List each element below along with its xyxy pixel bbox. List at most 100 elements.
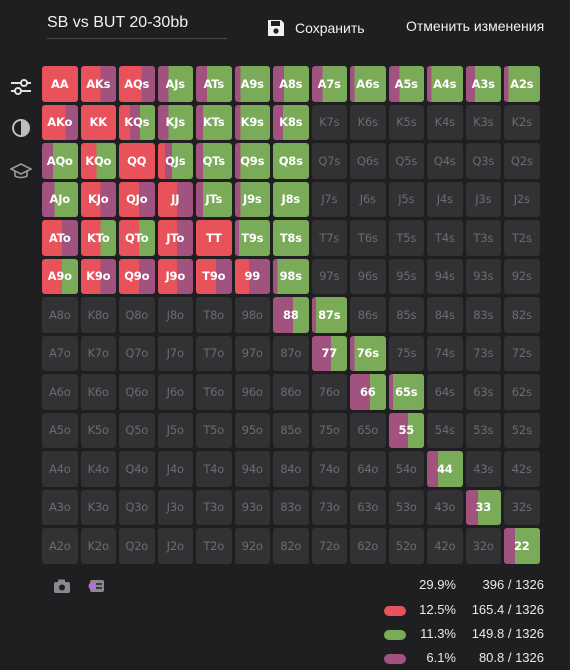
hand-cell-T7s[interactable]: T7s xyxy=(311,220,347,256)
hand-cell-JTs[interactable]: JTs xyxy=(196,181,232,217)
hand-cell-T9s[interactable]: T9s xyxy=(234,220,270,256)
hand-cell-Q3s[interactable]: Q3s xyxy=(465,143,501,179)
hand-cell-A6s[interactable]: A6s xyxy=(350,66,386,102)
hand-cell-T5o[interactable]: T5o xyxy=(196,412,232,448)
hand-cell-Q6o[interactable]: Q6o xyxy=(119,374,155,410)
hand-cell-52s[interactable]: 52s xyxy=(504,412,540,448)
hand-cell-T8o[interactable]: T8o xyxy=(196,297,232,333)
graduation-cap-icon[interactable] xyxy=(9,160,33,182)
contrast-icon[interactable] xyxy=(10,117,32,139)
hand-cell-K6o[interactable]: K6o xyxy=(80,374,116,410)
hand-cell-54o[interactable]: 54o xyxy=(388,451,424,487)
hand-cell-95o[interactable]: 95o xyxy=(234,412,270,448)
hand-cell-K2s[interactable]: K2s xyxy=(504,104,540,140)
hand-cell-QJs[interactable]: QJs xyxy=(157,143,193,179)
hand-cell-J3s[interactable]: J3s xyxy=(465,181,501,217)
hand-cell-42s[interactable]: 42s xyxy=(504,451,540,487)
hand-cell-Q2o[interactable]: Q2o xyxy=(119,528,155,564)
hand-cell-Q4o[interactable]: Q4o xyxy=(119,451,155,487)
hand-cell-53o[interactable]: 53o xyxy=(388,489,424,525)
hand-cell-73s[interactable]: 73s xyxy=(465,335,501,371)
hand-cell-86o[interactable]: 86o xyxy=(273,374,309,410)
hand-cell-62s[interactable]: 62s xyxy=(504,374,540,410)
hand-cell-J8o[interactable]: J8o xyxy=(157,297,193,333)
hand-cell-63s[interactable]: 63s xyxy=(465,374,501,410)
hand-cell-J8s[interactable]: J8s xyxy=(273,181,309,217)
hand-cell-82o[interactable]: 82o xyxy=(273,528,309,564)
hand-cell-KTo[interactable]: KTo xyxy=(80,220,116,256)
hand-cell-AKs[interactable]: AKs xyxy=(80,66,116,102)
hand-cell-AJo[interactable]: AJo xyxy=(42,181,78,217)
hand-cell-A7o[interactable]: A7o xyxy=(42,335,78,371)
hand-cell-32s[interactable]: 32s xyxy=(504,489,540,525)
hand-cell-J2o[interactable]: J2o xyxy=(157,528,193,564)
hand-cell-76o[interactable]: 76o xyxy=(311,374,347,410)
hand-cell-94s[interactable]: 94s xyxy=(427,258,463,294)
hand-cell-32o[interactable]: 32o xyxy=(465,528,501,564)
hand-cell-A5s[interactable]: A5s xyxy=(388,66,424,102)
hand-cell-72s[interactable]: 72s xyxy=(504,335,540,371)
hand-cell-T2o[interactable]: T2o xyxy=(196,528,232,564)
hand-cell-83o[interactable]: 83o xyxy=(273,489,309,525)
hand-cell-K7o[interactable]: K7o xyxy=(80,335,116,371)
hand-cell-A8o[interactable]: A8o xyxy=(42,297,78,333)
hand-cell-Q6s[interactable]: Q6s xyxy=(350,143,386,179)
hand-cell-83s[interactable]: 83s xyxy=(465,297,501,333)
hand-cell-53s[interactable]: 53s xyxy=(465,412,501,448)
hand-cell-K8s[interactable]: K8s xyxy=(273,104,309,140)
hand-cell-94o[interactable]: 94o xyxy=(234,451,270,487)
hand-cell-T2s[interactable]: T2s xyxy=(504,220,540,256)
hand-cell-A9s[interactable]: A9s xyxy=(234,66,270,102)
hand-cell-Q3o[interactable]: Q3o xyxy=(119,489,155,525)
hand-cell-97o[interactable]: 97o xyxy=(234,335,270,371)
hand-cell-95s[interactable]: 95s xyxy=(388,258,424,294)
hand-cell-88[interactable]: 88 xyxy=(273,297,309,333)
hand-cell-92s[interactable]: 92s xyxy=(504,258,540,294)
hand-cell-A5o[interactable]: A5o xyxy=(42,412,78,448)
hand-cell-66[interactable]: 66 xyxy=(350,374,386,410)
hand-cell-43o[interactable]: 43o xyxy=(427,489,463,525)
hand-cell-T4o[interactable]: T4o xyxy=(196,451,232,487)
hand-cell-Q7o[interactable]: Q7o xyxy=(119,335,155,371)
hand-cell-73o[interactable]: 73o xyxy=(311,489,347,525)
hand-cell-K7s[interactable]: K7s xyxy=(311,104,347,140)
hand-cell-Q5s[interactable]: Q5s xyxy=(388,143,424,179)
hand-cell-QJo[interactable]: QJo xyxy=(119,181,155,217)
hand-cell-T3o[interactable]: T3o xyxy=(196,489,232,525)
title-field[interactable]: SB vs BUT 20-30bb xyxy=(47,10,227,39)
hand-cell-75s[interactable]: 75s xyxy=(388,335,424,371)
hand-cell-54s[interactable]: 54s xyxy=(427,412,463,448)
hand-cell-JTo[interactable]: JTo xyxy=(157,220,193,256)
hand-cell-98o[interactable]: 98o xyxy=(234,297,270,333)
hand-cell-92o[interactable]: 92o xyxy=(234,528,270,564)
hand-cell-Q2s[interactable]: Q2s xyxy=(504,143,540,179)
hand-cell-Q8s[interactable]: Q8s xyxy=(273,143,309,179)
hand-cell-44[interactable]: 44 xyxy=(427,451,463,487)
hand-cell-55[interactable]: 55 xyxy=(388,412,424,448)
hand-cell-Q5o[interactable]: Q5o xyxy=(119,412,155,448)
hand-cell-K9o[interactable]: K9o xyxy=(80,258,116,294)
hand-cell-A4o[interactable]: A4o xyxy=(42,451,78,487)
hand-cell-JJ[interactable]: JJ xyxy=(157,181,193,217)
hand-cell-A7s[interactable]: A7s xyxy=(311,66,347,102)
hand-cell-J5o[interactable]: J5o xyxy=(157,412,193,448)
hand-cell-J9s[interactable]: J9s xyxy=(234,181,270,217)
export-icon[interactable] xyxy=(86,578,106,594)
hand-cell-T8s[interactable]: T8s xyxy=(273,220,309,256)
hand-cell-QTo[interactable]: QTo xyxy=(119,220,155,256)
hand-cell-74s[interactable]: 74s xyxy=(427,335,463,371)
hand-cell-96o[interactable]: 96o xyxy=(234,374,270,410)
hand-cell-99[interactable]: 99 xyxy=(234,258,270,294)
hand-cell-97s[interactable]: 97s xyxy=(311,258,347,294)
hand-cell-ATs[interactable]: ATs xyxy=(196,66,232,102)
hand-cell-KQs[interactable]: KQs xyxy=(119,104,155,140)
hand-cell-Q4s[interactable]: Q4s xyxy=(427,143,463,179)
hand-cell-43s[interactable]: 43s xyxy=(465,451,501,487)
hand-cell-93o[interactable]: 93o xyxy=(234,489,270,525)
hand-cell-K5s[interactable]: K5s xyxy=(388,104,424,140)
hand-cell-A2o[interactable]: A2o xyxy=(42,528,78,564)
hand-cell-K2o[interactable]: K2o xyxy=(80,528,116,564)
hand-cell-87s[interactable]: 87s xyxy=(311,297,347,333)
hand-cell-33[interactable]: 33 xyxy=(465,489,501,525)
hand-cell-A4s[interactable]: A4s xyxy=(427,66,463,102)
